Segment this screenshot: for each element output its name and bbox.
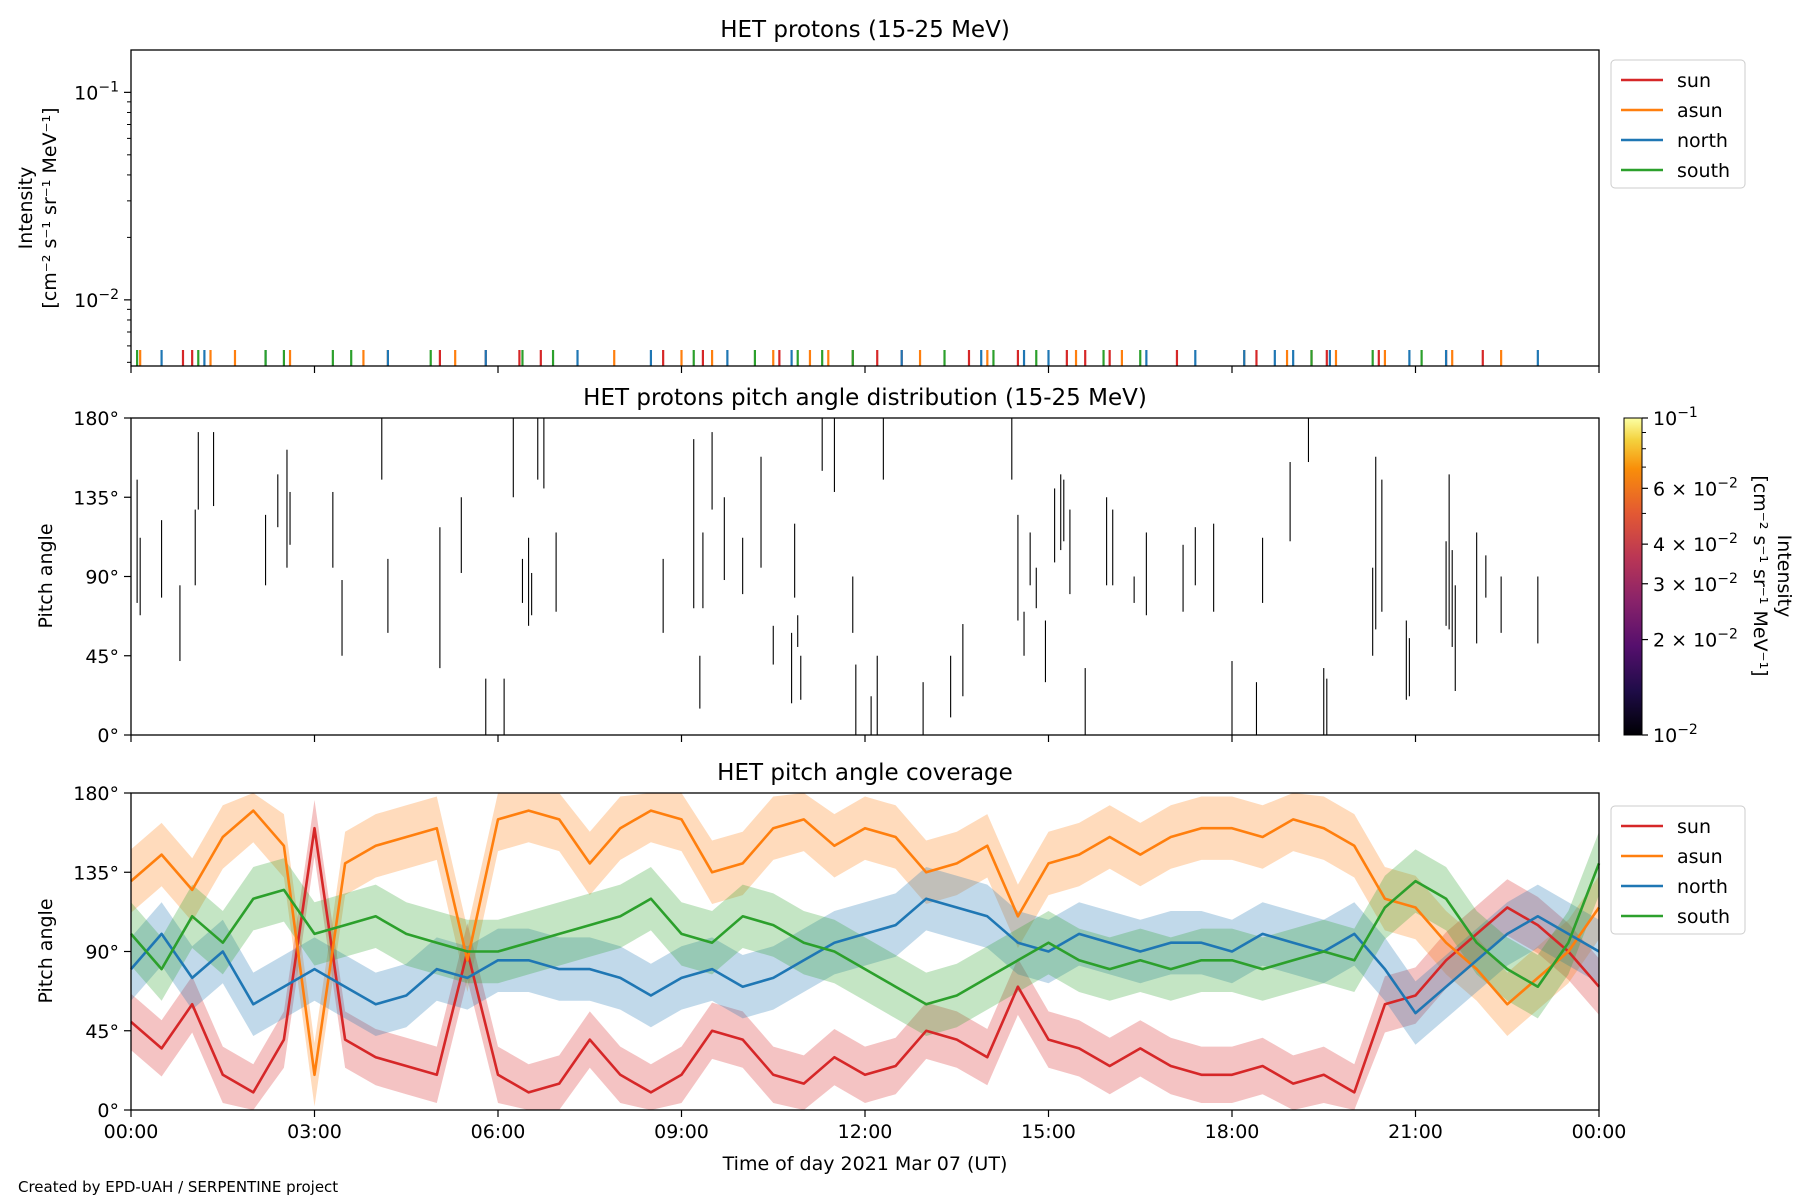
panel1-ylabel-line1: Intensity: [15, 167, 37, 250]
panel2-title: HET protons pitch angle distribution (15…: [583, 385, 1147, 411]
panel1-ylabel-line2: [cm⁻² s⁻¹ sr⁻¹ MeV⁻¹]: [39, 107, 61, 308]
x-tick-labels: 00:00 03:00 06:00 09:00 12:00 15:00 18:00 21:00…: [104, 1121, 1627, 1143]
panel-pitch-distribution: HET protons pitch angle distribution (15…: [35, 385, 1795, 747]
legend-label-sun: sun: [1677, 70, 1711, 92]
panel1-data: [136, 350, 1539, 366]
x-tick-label: 06:00: [471, 1121, 526, 1143]
x-tick-label: 00:00: [1572, 1121, 1627, 1143]
legend-label-asun: asun: [1677, 100, 1723, 122]
x-tick-label: 18:00: [1205, 1121, 1260, 1143]
asun-band: [131, 793, 1599, 1107]
panel3-data: [130, 793, 1601, 1110]
colorbar-tick-label: 10−2: [1653, 722, 1698, 747]
legend-label-north: north: [1677, 130, 1728, 152]
y-tick-label: 180°: [73, 783, 119, 805]
legend-label-north: north: [1677, 876, 1728, 898]
asun-line: [130, 809, 1601, 1077]
sun-band: [131, 800, 1599, 1110]
colorbar-label-line1: Intensity: [1773, 535, 1795, 618]
colorbar-tick-label: 6 × 10−2: [1653, 475, 1738, 500]
panel3-ylabel: Pitch angle: [35, 898, 57, 1003]
colorbar-ticks: 10−1 6 × 10−2 4 × 10−2 3 × 10−2 2 × 10−2 10−2: [1642, 405, 1738, 747]
colorbar-label-line2: [cm⁻² s⁻¹ sr⁻¹ MeV⁻¹]: [1749, 475, 1771, 676]
y-tick-label: 0°: [97, 725, 119, 747]
y-tick-label: 135°: [73, 487, 119, 509]
panel2-plot-area: [131, 418, 1599, 735]
y-tick-label: 90°: [85, 567, 119, 589]
x-tick-label: 00:00: [104, 1121, 159, 1143]
panel2-ylabel: Pitch angle: [35, 523, 57, 628]
x-tick-label: 12:00: [838, 1121, 893, 1143]
legend-label-south: south: [1677, 160, 1730, 182]
sun-line: [130, 826, 1600, 1094]
y-tick-label: 135°: [73, 862, 119, 884]
north-band: [131, 867, 1599, 1045]
x-axis-label: Time of day 2021 Mar 07 (UT): [722, 1153, 1008, 1175]
colorbar: [1623, 417, 1643, 736]
legend-box: [1610, 805, 1746, 935]
colorbar-tick-label: 2 × 10−2: [1653, 627, 1738, 652]
credit-text: Created by EPD-UAH / SERPENTINE project: [18, 1178, 338, 1196]
x-tick-label: 03:00: [287, 1121, 342, 1143]
y-tick-label: 0°: [97, 1100, 119, 1122]
colorbar-tick-label: 3 × 10−2: [1653, 571, 1738, 596]
panel-intensity: HET protons (15-25 MeV) 10−2 10−1 Intensi…: [15, 17, 1746, 373]
y-tick-label: 90°: [85, 942, 119, 964]
panel2-data: [136, 418, 1539, 735]
x-tick-label: 15:00: [1021, 1121, 1076, 1143]
south-line: [130, 862, 1601, 1006]
legend-label-asun: asun: [1677, 846, 1723, 868]
x-tick-label: 21:00: [1388, 1121, 1443, 1143]
panel2-frame: [130, 417, 1600, 736]
panel1-title: HET protons (15-25 MeV): [720, 17, 1010, 43]
panel1-plot-area: [131, 50, 1599, 366]
colorbar-tick-label: 4 × 10−2: [1653, 531, 1738, 556]
colorbar-label: Intensity [cm⁻² s⁻¹ sr⁻¹ MeV⁻¹]: [1749, 475, 1795, 676]
panel-pitch-coverage: HET pitch angle coverage 0° 45° 90° 135° 180…: [35, 760, 1746, 1122]
legend-label-sun: sun: [1677, 816, 1711, 838]
panel3-title: HET pitch angle coverage: [717, 760, 1013, 786]
legend-label-south: south: [1677, 906, 1730, 928]
panel2-axes: 0° 45° 90° 135° 180°: [73, 408, 1600, 747]
y-tick-label: 180°: [73, 408, 119, 430]
north-line: [130, 897, 1600, 1015]
panel3-legend: sun asun north south: [1610, 805, 1746, 935]
y-tick-label: 10−1: [74, 79, 119, 104]
panel1-ylabel: Intensity [cm⁻² s⁻¹ sr⁻¹ MeV⁻¹]: [15, 107, 61, 308]
y-tick-label: 10−2: [74, 287, 119, 312]
colorbar-tick-label: 10−1: [1653, 405, 1698, 430]
panel1-legend: sun asun north south: [1610, 59, 1746, 189]
y-tick-label: 45°: [85, 646, 119, 668]
panel3-axes: 0° 45° 90° 135° 180°: [73, 783, 1600, 1122]
panel1-frame: [130, 49, 1600, 367]
south-band: [131, 831, 1599, 1036]
panel3-frame: [130, 792, 1600, 1111]
y-tick-label: 45°: [85, 1021, 119, 1043]
x-tick-label: 09:00: [654, 1121, 709, 1143]
panel1-axes: 10−2 10−1: [74, 79, 1600, 373]
legend-box: [1610, 59, 1746, 189]
